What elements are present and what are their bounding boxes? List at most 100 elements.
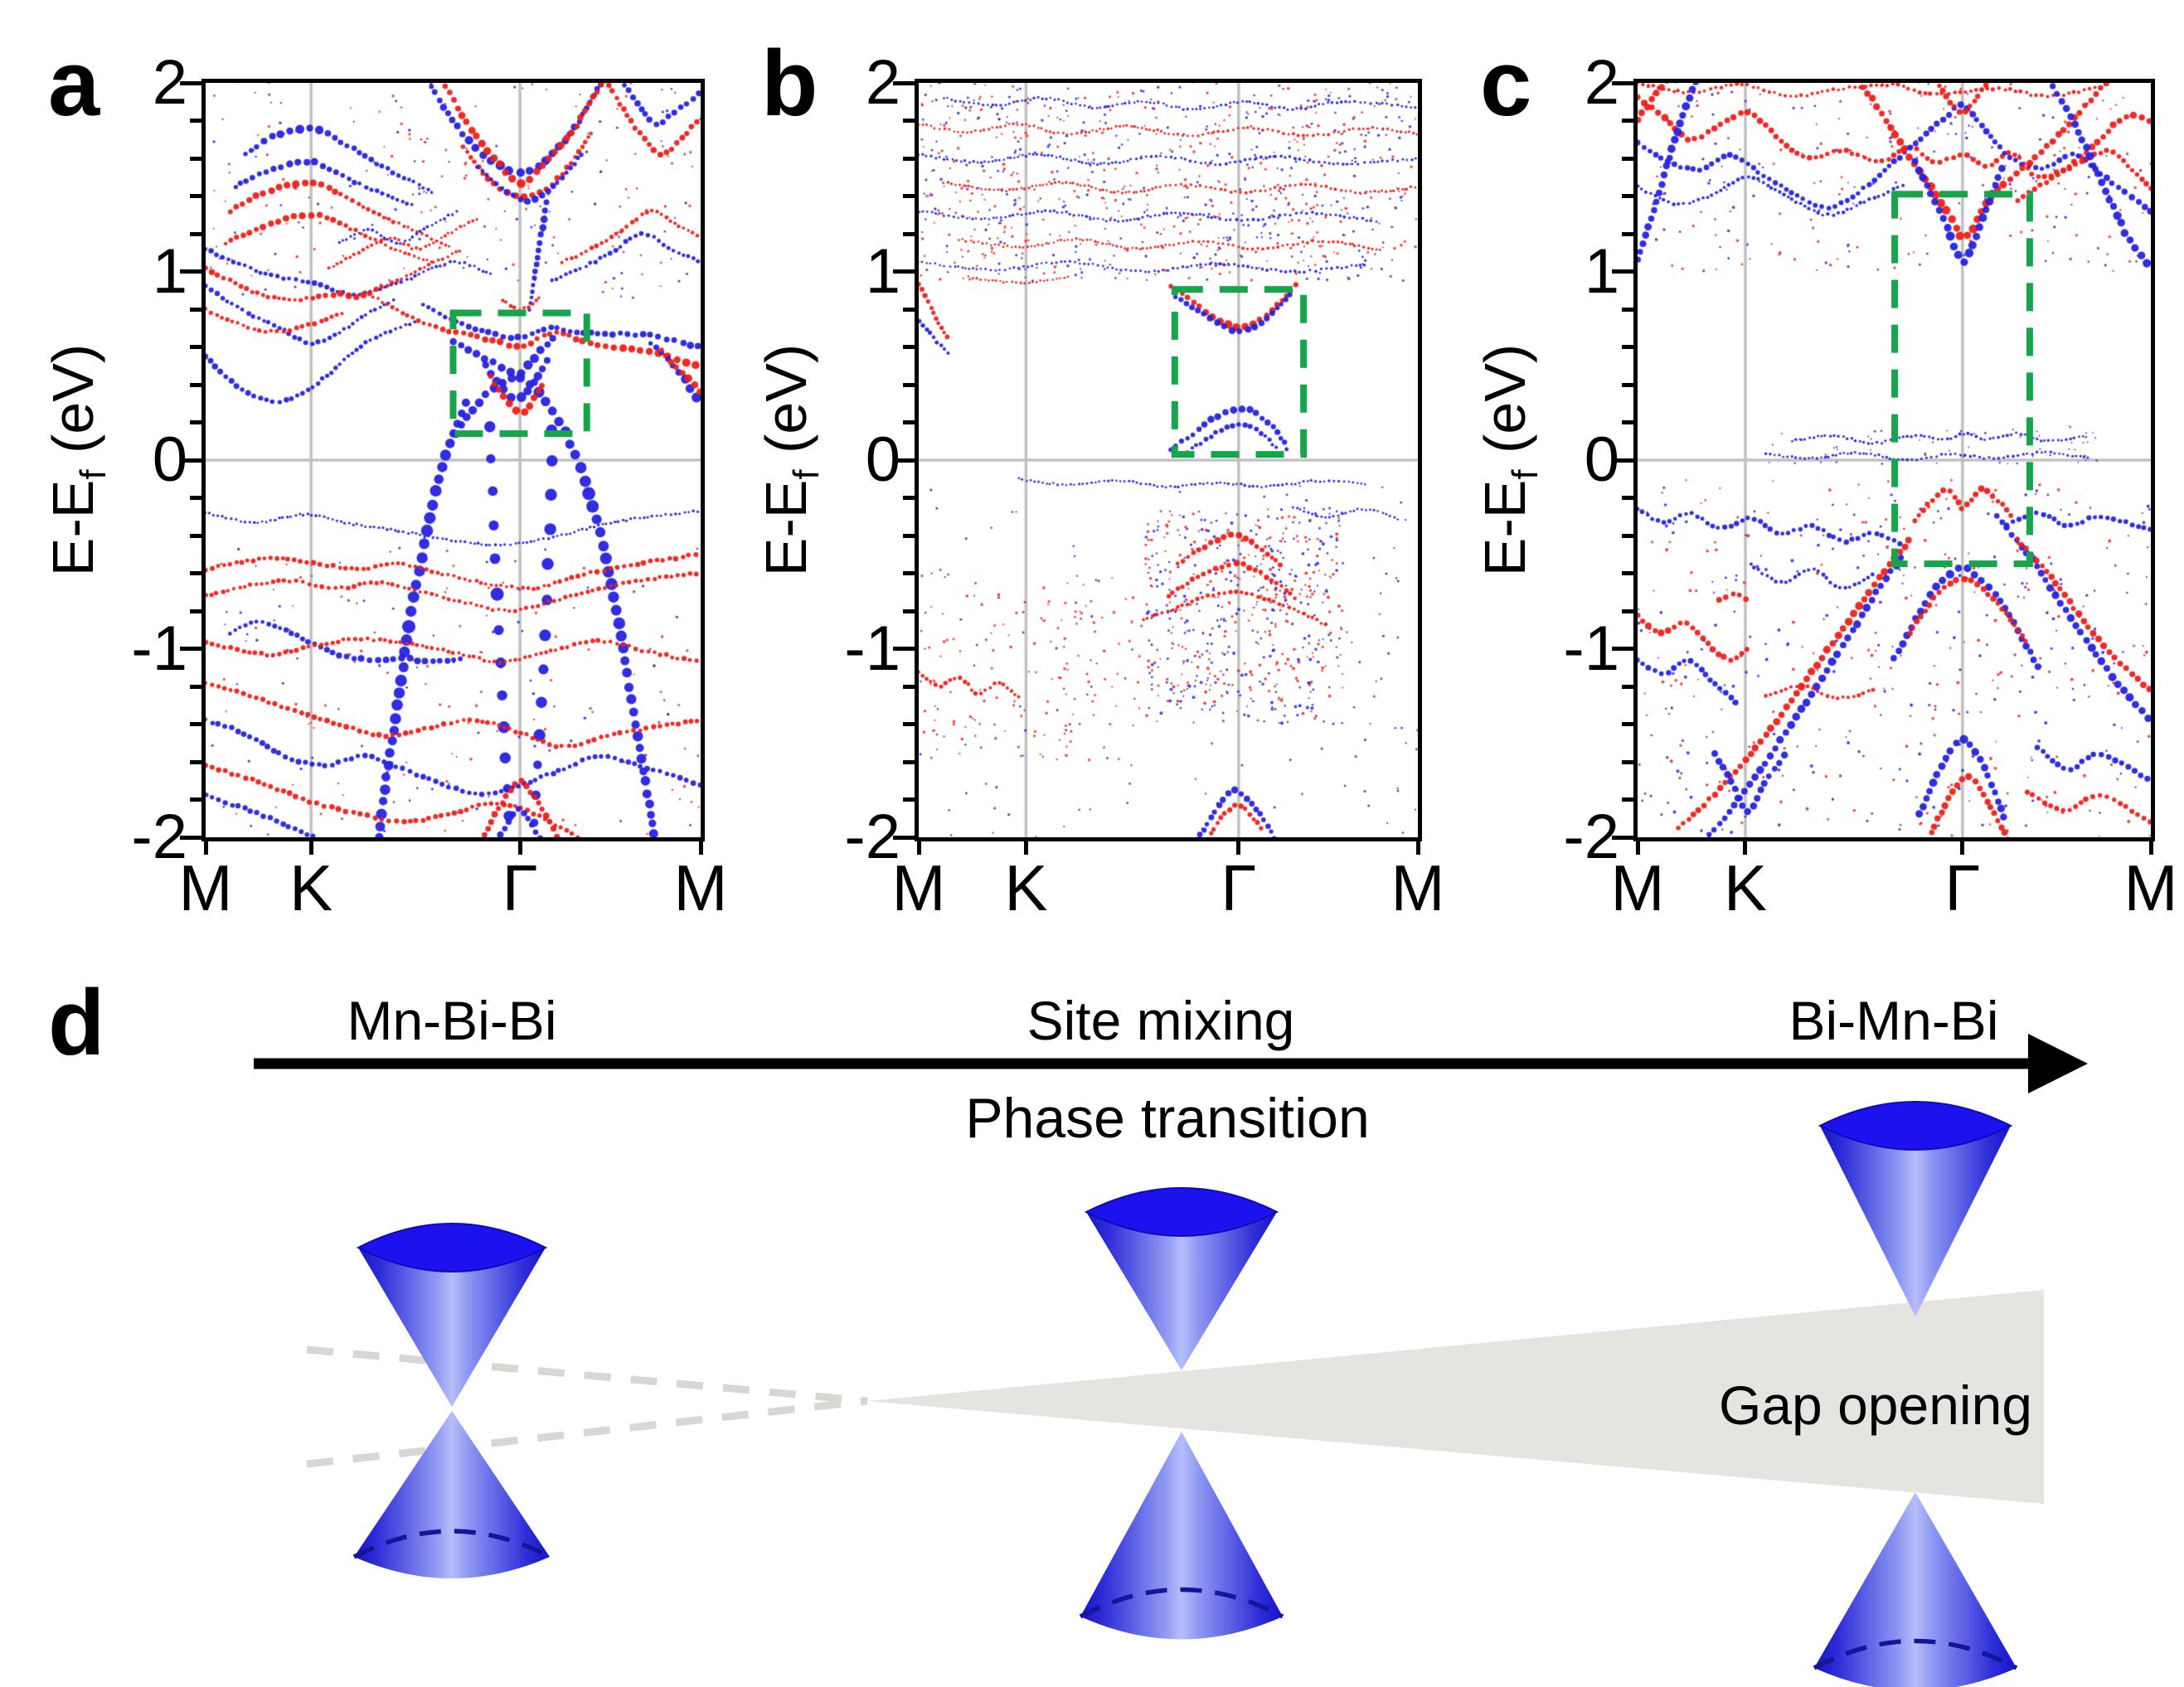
y-major-tick bbox=[180, 80, 201, 85]
y-minor-tick bbox=[190, 608, 201, 613]
y-minor-tick bbox=[1622, 797, 1633, 802]
y-axis-label-part: E-E bbox=[41, 479, 105, 577]
lower-cone-back-rim-dashed bbox=[352, 1529, 551, 1559]
x-tick-label: Γ bbox=[1944, 851, 1981, 924]
y-minor-tick bbox=[903, 345, 915, 349]
x-tick-label: K bbox=[1004, 851, 1048, 924]
y-minor-tick bbox=[190, 496, 201, 500]
upper-cone-body bbox=[1820, 1126, 2011, 1316]
y-tick-label: -2 bbox=[1563, 802, 1619, 872]
x-tick bbox=[1236, 841, 1241, 855]
y-major-tick bbox=[893, 647, 915, 651]
y-major-tick bbox=[180, 269, 201, 274]
y-minor-tick bbox=[1622, 496, 1633, 500]
y-minor-tick bbox=[190, 722, 201, 726]
phase-transition-label: Phase transition bbox=[965, 1087, 1370, 1150]
y-minor-tick bbox=[903, 684, 915, 689]
y-minor-tick bbox=[1622, 194, 1633, 198]
y-minor-tick bbox=[190, 759, 201, 764]
y-minor-tick bbox=[190, 194, 201, 198]
lower-cone-body bbox=[354, 1411, 550, 1578]
y-minor-tick bbox=[903, 382, 915, 387]
panel-letter-c: c bbox=[1480, 32, 1532, 135]
phase-transition-arrowhead-icon bbox=[2028, 1034, 2088, 1093]
x-tick bbox=[1960, 841, 1965, 855]
y-minor-tick bbox=[190, 119, 201, 123]
y-minor-tick bbox=[903, 759, 915, 764]
y-tick-label: -2 bbox=[131, 802, 187, 872]
x-tick-label: Γ bbox=[502, 851, 538, 924]
highlight-box-b bbox=[1171, 286, 1308, 458]
y-tick-label: 2 bbox=[1584, 47, 1619, 118]
x-tick-label: M bbox=[178, 851, 233, 924]
y-minor-tick bbox=[903, 307, 915, 312]
y-minor-tick bbox=[1622, 608, 1633, 613]
y-minor-tick bbox=[190, 533, 201, 538]
y-minor-tick bbox=[903, 420, 915, 424]
upper-cone-top-face bbox=[1818, 1101, 2013, 1151]
y-minor-tick bbox=[903, 194, 915, 198]
stage-label-bi-mn-bi: Bi-Mn-Bi bbox=[1788, 990, 1998, 1051]
y-minor-tick bbox=[903, 496, 915, 500]
y-axis-label-part: (eV) bbox=[754, 343, 818, 470]
panel-letter-d: d bbox=[48, 971, 105, 1074]
panel-letter-a: a bbox=[48, 32, 100, 135]
y-minor-tick bbox=[190, 156, 201, 161]
y-tick-label: 0 bbox=[152, 424, 187, 495]
band-plot-canvas-a bbox=[206, 83, 701, 837]
x-tick-label: M bbox=[1390, 851, 1445, 924]
x-tick bbox=[698, 841, 703, 855]
y-tick-label: 1 bbox=[1584, 235, 1619, 307]
y-minor-tick bbox=[903, 156, 915, 161]
x-tick-label: M bbox=[891, 851, 946, 924]
y-axis-label-part: E-E bbox=[1473, 479, 1537, 577]
y-tick-label: -1 bbox=[131, 613, 187, 684]
y-tick-label: -1 bbox=[844, 613, 900, 684]
panel-letter-b: b bbox=[761, 32, 818, 135]
y-axis-label-part: (eV) bbox=[41, 343, 105, 470]
x-tick-label: Γ bbox=[1221, 851, 1257, 924]
y-axis-label-part: f bbox=[74, 469, 114, 480]
y-major-tick bbox=[180, 458, 201, 463]
stage-label-mn-bi-bi: Mn-Bi-Bi bbox=[347, 990, 556, 1051]
y-major-tick bbox=[1612, 458, 1633, 463]
x-tick-label: K bbox=[289, 851, 333, 924]
y-tick-label: 1 bbox=[865, 235, 900, 307]
y-minor-tick bbox=[190, 420, 201, 424]
gap-guide-upper-dashed-line bbox=[306, 1345, 868, 1405]
x-tick bbox=[2148, 841, 2153, 855]
y-minor-tick bbox=[1622, 156, 1633, 161]
y-minor-tick bbox=[1622, 231, 1633, 236]
y-minor-tick bbox=[903, 119, 915, 123]
y-minor-tick bbox=[190, 382, 201, 387]
x-tick-label: M bbox=[1610, 851, 1665, 924]
y-minor-tick bbox=[1622, 533, 1633, 538]
dirac-cone-large-gap bbox=[1813, 1101, 2018, 1687]
y-minor-tick bbox=[190, 684, 201, 689]
y-minor-tick bbox=[903, 533, 915, 538]
y-minor-tick bbox=[903, 722, 915, 726]
y-minor-tick bbox=[1622, 119, 1633, 123]
lower-cone-body bbox=[1814, 1492, 2017, 1687]
upper-cone-body bbox=[358, 1248, 546, 1407]
x-tick bbox=[1743, 841, 1748, 855]
y-tick-label: 0 bbox=[865, 424, 900, 495]
y-tick-label: 2 bbox=[152, 47, 187, 118]
y-major-tick bbox=[180, 835, 201, 840]
y-major-tick bbox=[1612, 269, 1633, 274]
y-minor-tick bbox=[190, 345, 201, 349]
y-major-tick bbox=[893, 458, 915, 463]
band-plot-canvas-b bbox=[919, 83, 1418, 837]
x-tick bbox=[1023, 841, 1028, 855]
y-major-tick bbox=[1612, 835, 1633, 840]
y-minor-tick bbox=[190, 231, 201, 236]
y-axis-label-part: E-E bbox=[754, 479, 818, 577]
x-tick bbox=[517, 841, 522, 855]
y-minor-tick bbox=[190, 571, 201, 575]
upper-cone-top-face bbox=[1084, 1187, 1279, 1237]
y-axis-label: E-Ef (eV) bbox=[40, 294, 114, 626]
y-minor-tick bbox=[903, 797, 915, 802]
highlight-box-c bbox=[1891, 191, 2033, 568]
dirac-cone-closed bbox=[352, 1223, 551, 1578]
